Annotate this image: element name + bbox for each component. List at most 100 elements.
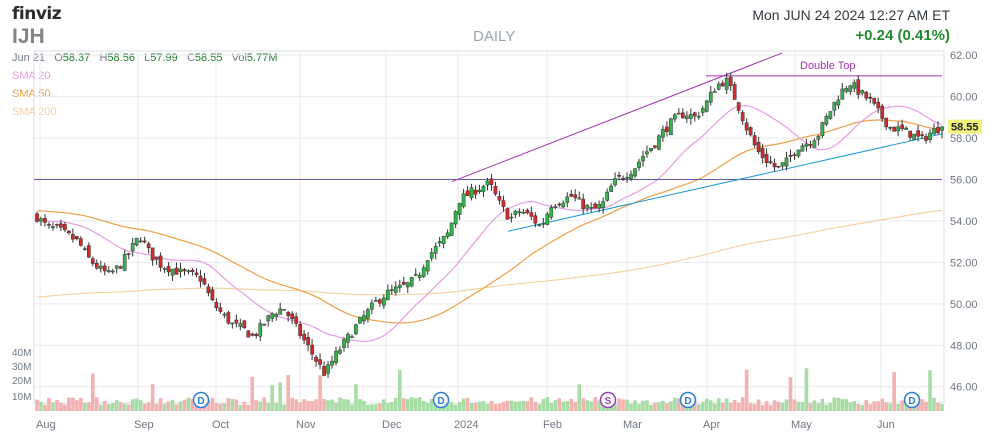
- candle-body: [202, 278, 207, 285]
- volume-axis-label: 10M: [12, 392, 31, 403]
- candle-body: [820, 122, 825, 136]
- candle-body: [71, 234, 75, 240]
- volume-bar: [589, 401, 593, 411]
- volume-bar: [776, 401, 781, 411]
- candle-body: [334, 350, 338, 364]
- candle-body: [828, 111, 833, 119]
- candle-body: [669, 118, 673, 136]
- candle-body: [892, 126, 897, 132]
- candle-body: [780, 162, 785, 167]
- volume-bar: [87, 402, 91, 411]
- candle-body: [505, 208, 510, 220]
- candle-body: [110, 270, 115, 273]
- volume-bar: [366, 404, 370, 411]
- candle-body: [561, 202, 566, 208]
- candle-body: [553, 206, 558, 208]
- volume-bar: [740, 397, 745, 411]
- volume-bar: [453, 404, 458, 411]
- volume-bar: [246, 404, 251, 411]
- volume-bar: [517, 401, 522, 411]
- volume-bar: [362, 400, 366, 411]
- candle-body: [748, 127, 753, 136]
- volume-bar: [150, 384, 155, 411]
- volume-bar: [226, 398, 231, 411]
- volume-bar: [67, 397, 71, 411]
- volume-bar: [509, 400, 514, 411]
- candle-body: [884, 117, 889, 128]
- volume-bar: [83, 402, 87, 411]
- volume-bar: [294, 399, 298, 411]
- candle-body: [716, 83, 721, 90]
- volume-bar: [374, 404, 378, 411]
- grid: [34, 51, 944, 403]
- candle-body: [55, 223, 59, 226]
- candle-body: [170, 269, 175, 276]
- candle-body: [732, 84, 737, 100]
- volume-bar: [322, 398, 326, 411]
- volume-bar: [310, 401, 314, 411]
- candle-body: [856, 79, 861, 95]
- volume-bar: [290, 397, 294, 411]
- candle-body: [194, 272, 199, 275]
- candle-body: [146, 243, 151, 249]
- candle-body: [872, 97, 877, 104]
- timeframe-label[interactable]: DAILY: [473, 28, 516, 45]
- volume-bar: [541, 398, 546, 411]
- volume-bar: [553, 400, 558, 411]
- volume-bar: [481, 400, 486, 411]
- candle-body: [904, 127, 908, 130]
- volume-bar: [637, 403, 641, 411]
- candle-body: [218, 307, 223, 312]
- volume-bar: [804, 368, 809, 411]
- y-tick-label: 50.00: [950, 299, 978, 311]
- event-marker-label: D: [437, 396, 444, 407]
- volume-bar: [844, 399, 849, 411]
- volume-bar: [35, 399, 39, 411]
- candle-body: [226, 312, 231, 324]
- volume-bar: [936, 402, 940, 411]
- candle-body: [756, 142, 761, 152]
- volume-bar: [118, 402, 123, 411]
- volume-bar: [565, 401, 570, 411]
- candle-body: [346, 333, 350, 343]
- candle-body: [441, 235, 446, 244]
- volume-bar: [469, 403, 474, 411]
- candle-body: [350, 336, 354, 338]
- volume-bar: [262, 397, 267, 411]
- x-tick-label: Dec: [382, 419, 402, 431]
- candle-body: [94, 263, 99, 269]
- event-marker-label: D: [197, 396, 204, 407]
- volume-bar: [868, 404, 873, 411]
- volume-bar: [190, 399, 195, 411]
- volume-bar: [860, 404, 865, 411]
- event-marker-D: [432, 391, 450, 409]
- finviz-logo[interactable]: finviz: [12, 4, 62, 24]
- candle-body: [728, 76, 733, 87]
- event-marker-D: [903, 391, 921, 409]
- candle-body: [397, 284, 402, 288]
- volume-bar: [242, 401, 247, 411]
- volume-bar: [876, 401, 881, 411]
- candle-body: [278, 308, 283, 315]
- candle-body: [796, 149, 801, 157]
- candle-body: [461, 193, 466, 207]
- candle-body: [35, 213, 39, 222]
- volume-bar: [597, 400, 601, 411]
- y-tick-label: 46.00: [950, 382, 978, 394]
- candle-body: [541, 223, 546, 225]
- x-tick-label: Aug: [36, 419, 56, 431]
- candle-body: [370, 302, 374, 310]
- candle-body: [405, 282, 410, 288]
- volume-bar: [91, 373, 95, 411]
- volume-axis-label: 40M: [12, 348, 31, 359]
- y-tick-label: 62.00: [950, 50, 978, 62]
- candle-body: [429, 252, 434, 259]
- volume-bar: [218, 403, 223, 411]
- candle-body: [358, 317, 362, 324]
- candle-body: [118, 266, 123, 269]
- candle-body: [322, 366, 326, 376]
- candle-body: [908, 130, 912, 138]
- candle-body: [665, 126, 669, 132]
- x-tick-label: Feb: [543, 419, 562, 431]
